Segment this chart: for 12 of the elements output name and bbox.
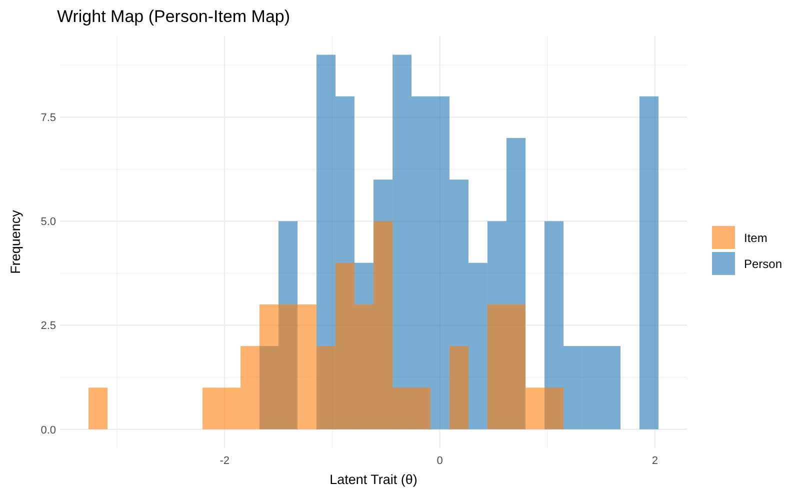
y-tick-label: 5.0 <box>40 216 56 228</box>
x-tick-label: 0 <box>436 455 443 467</box>
y-tick-label: 2.5 <box>40 320 56 332</box>
legend-label: Item <box>744 231 768 245</box>
y-axis-title: Frequency <box>8 210 23 274</box>
y-tick-label: 7.5 <box>40 112 56 124</box>
legend-label: Person <box>744 257 782 271</box>
chart-title: Wright Map (Person-Item Map) <box>57 7 290 26</box>
x-axis-title: Latent Trait (θ) <box>330 472 418 487</box>
y-tick-label: 0.0 <box>40 424 56 436</box>
x-tick-label: 2 <box>652 455 658 467</box>
x-tick-label: -2 <box>220 455 230 467</box>
